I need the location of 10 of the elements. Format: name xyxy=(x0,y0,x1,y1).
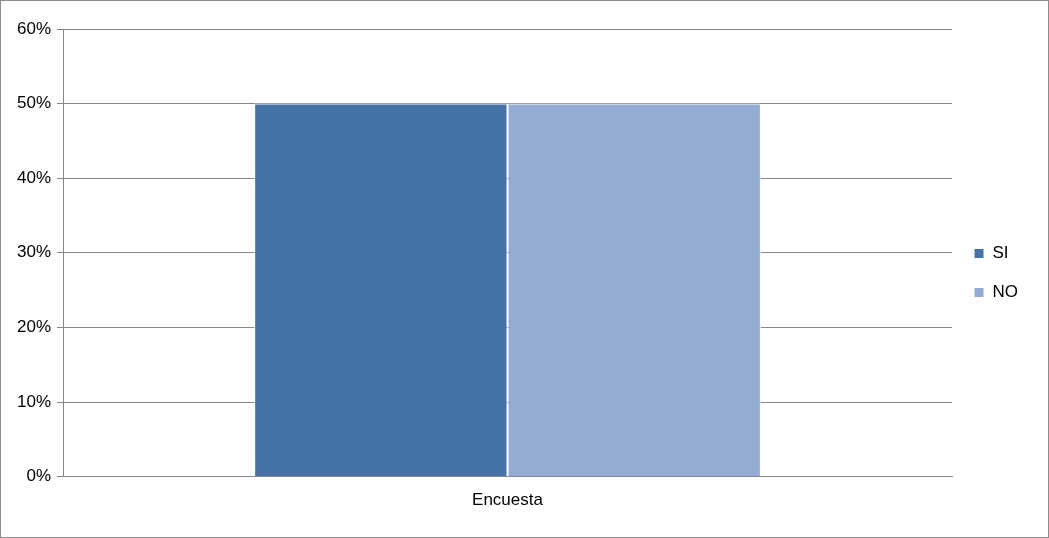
legend-label: SI xyxy=(992,243,1009,263)
x-tick-label: Encuesta xyxy=(472,490,544,510)
y-tick-label: 50% xyxy=(16,93,52,113)
y-tick-label: 10% xyxy=(16,391,52,411)
y-tick-label: 30% xyxy=(16,242,52,262)
y-tick-label: 20% xyxy=(16,317,52,337)
y-tick-label: 0% xyxy=(26,466,52,486)
y-tick-label: 40% xyxy=(16,167,52,187)
y-tick-label: 60% xyxy=(16,18,52,38)
legend-label: NO xyxy=(992,282,1018,302)
